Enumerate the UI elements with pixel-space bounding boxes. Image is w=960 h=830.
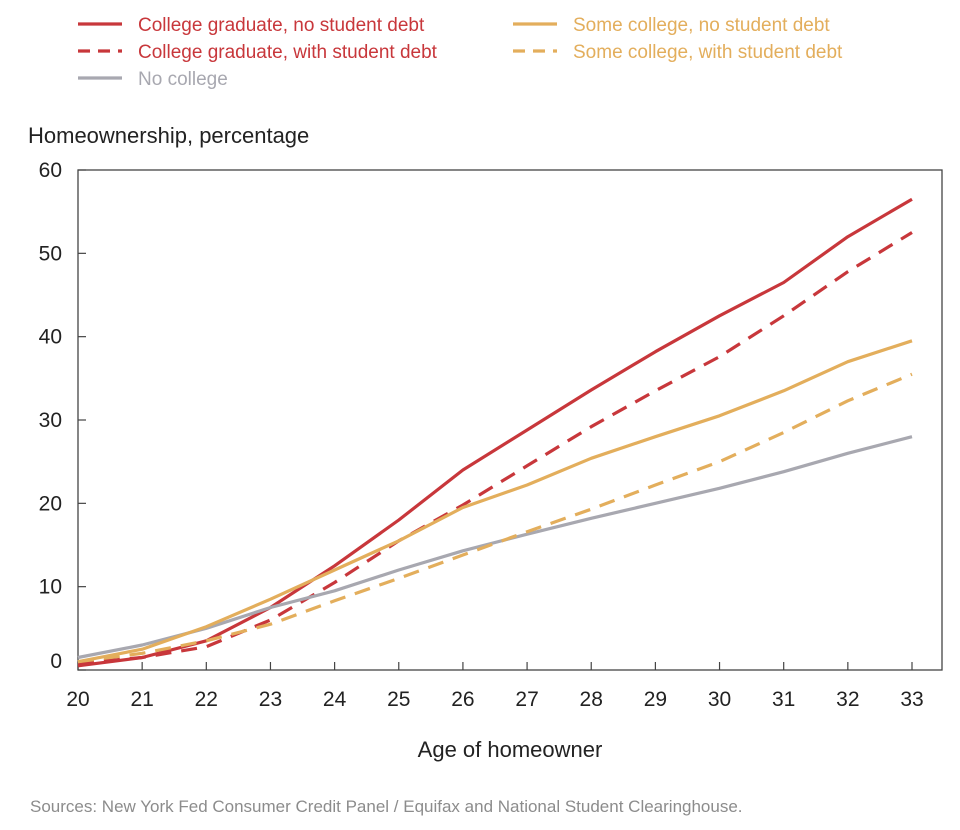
y-tick-label: 0	[50, 650, 62, 673]
x-tick-label: 22	[195, 688, 218, 711]
legend-label: Some college, no student debt	[573, 15, 830, 36]
series-line-3	[77, 435, 913, 660]
series-line-2	[77, 231, 913, 665]
x-tick-label: 29	[644, 688, 667, 711]
x-tick-label: 32	[836, 688, 859, 711]
x-tick-label: 25	[387, 688, 410, 711]
x-tick-label: 31	[772, 688, 795, 711]
legend-item: Some college, with student debt	[513, 42, 843, 63]
legend-item: College graduate, with student debt	[78, 42, 438, 63]
source-note: Sources: New York Fed Consumer Credit Pa…	[30, 797, 743, 816]
x-tick-label: 27	[515, 688, 538, 711]
x-tick-label: 23	[259, 688, 282, 711]
plot-area: 0 10 20 30 40 50 60 20 21 22 23 24 25 26 27 28 29 30 31 32 3…	[39, 159, 943, 711]
legend-label: College graduate, no student debt	[138, 15, 425, 36]
plot-frame	[77, 169, 943, 671]
series-line-4	[77, 339, 913, 664]
y-tick-label: 10	[39, 576, 62, 599]
legend: College graduate, no student debt College…	[78, 15, 843, 90]
x-tick-label: 21	[130, 688, 153, 711]
x-tick-label: 24	[323, 688, 347, 711]
y-tick-label: 60	[39, 159, 62, 182]
y-tick-label: 20	[39, 492, 62, 515]
legend-item: Some college, no student debt	[513, 15, 830, 36]
legend-label: Some college, with student debt	[573, 42, 843, 63]
y-tick-label: 40	[39, 326, 62, 349]
legend-label: No college	[138, 69, 228, 90]
y-tick-label: 30	[39, 409, 62, 432]
legend-item: No college	[78, 69, 228, 90]
y-axis-title: Homeownership, percentage	[28, 123, 309, 148]
series-line-1	[77, 197, 913, 668]
y-tick-label: 50	[39, 242, 62, 265]
x-tick-label: 28	[580, 688, 603, 711]
x-tick-label: 30	[708, 688, 731, 711]
series-line-5	[77, 372, 913, 664]
x-tick-label: 33	[900, 688, 923, 711]
x-axis-title: Age of homeowner	[418, 737, 603, 762]
legend-item: College graduate, no student debt	[78, 15, 425, 36]
x-tick-label: 20	[66, 688, 89, 711]
legend-label: College graduate, with student debt	[138, 42, 438, 63]
x-tick-label: 26	[451, 688, 474, 711]
